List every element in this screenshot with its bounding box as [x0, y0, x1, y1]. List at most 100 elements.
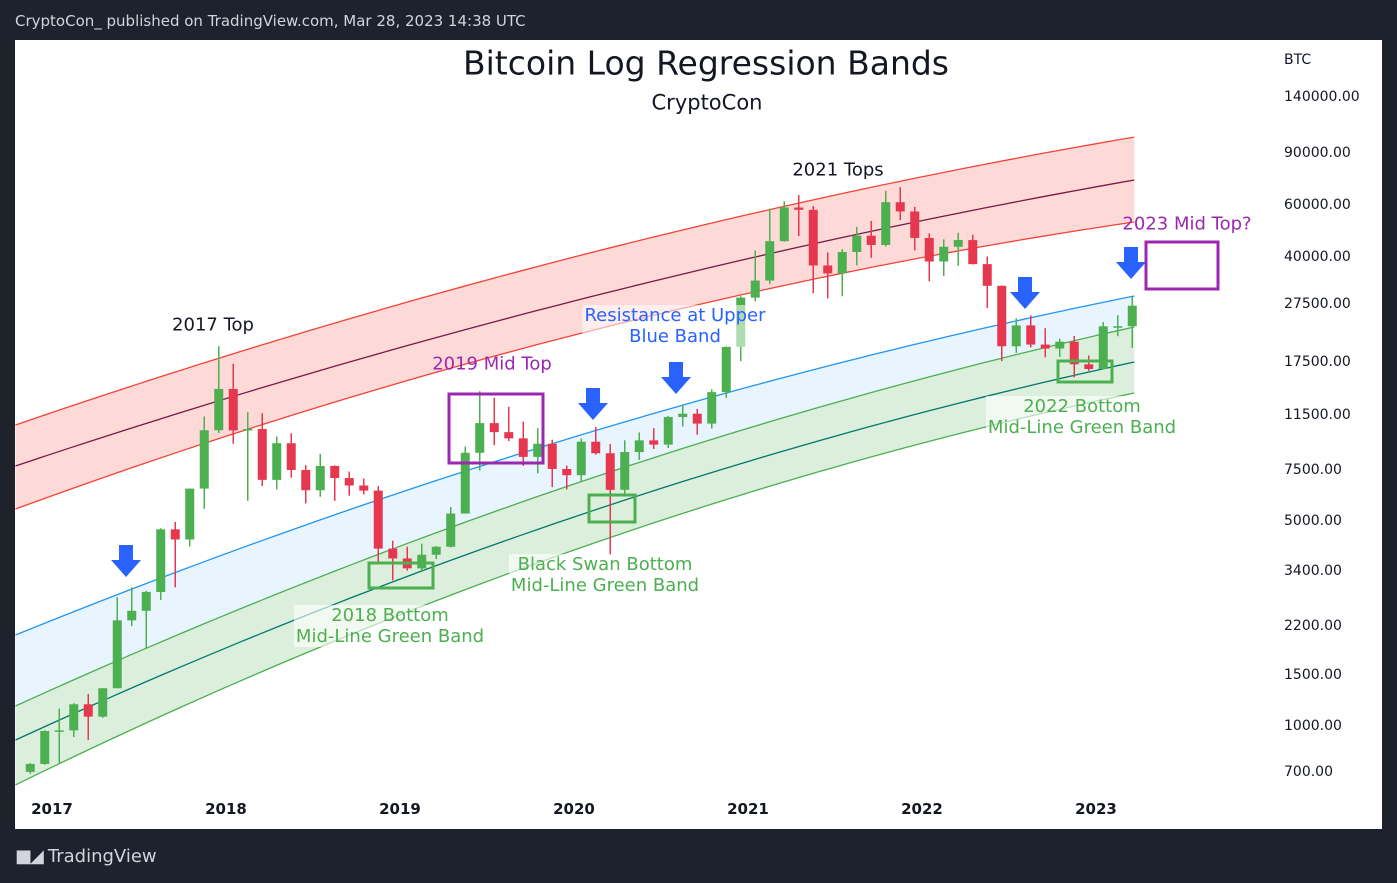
annotation-2022-bottom-line2: Mid-Line Green Band [987, 417, 1177, 438]
candle [83, 694, 93, 740]
candle-body [257, 429, 267, 480]
candle-body [199, 430, 209, 489]
blue-band-fill [15, 296, 1135, 707]
candle-body [562, 468, 572, 476]
candle-body [475, 423, 485, 453]
candle [359, 478, 369, 495]
candle-body [649, 440, 659, 445]
time-tick-label: 2023 [1075, 800, 1117, 818]
candle-body [939, 246, 949, 262]
price-tick-label: 27500.00 [1284, 296, 1351, 313]
footer: ■◢ TradingView [15, 846, 157, 867]
candle-body [301, 469, 311, 491]
candle-body [620, 452, 630, 490]
price-tick-label: 2200.00 [1284, 618, 1342, 635]
candle-body [170, 529, 180, 540]
down-arrow-icon [578, 388, 608, 420]
price-tick-label: 90000.00 [1284, 145, 1351, 162]
candle [475, 391, 485, 471]
tradingview-logo-icon: ■◢ [15, 846, 44, 867]
mid-red-line [15, 179, 1135, 467]
candle-body [504, 432, 514, 439]
candle-body [765, 241, 775, 281]
candle-body [315, 465, 325, 491]
annotation-resistance-line2: Blue Band [629, 326, 721, 347]
candle [895, 187, 905, 221]
candle-body [924, 237, 934, 262]
mid-green-line [15, 361, 1135, 741]
down-arrow-icon [661, 362, 691, 394]
candle [272, 436, 282, 490]
candle-body [127, 610, 137, 621]
candle [562, 465, 572, 490]
candle-body [576, 441, 586, 476]
down-arrow-icon [1010, 277, 1040, 309]
candle [968, 234, 978, 265]
candle [1084, 355, 1094, 371]
candle [69, 703, 79, 738]
candle [518, 421, 528, 466]
annotation-resistance-line1: Resistance at Upper [584, 305, 766, 326]
candle-body [54, 730, 64, 732]
candle [1011, 318, 1021, 353]
candle-body [141, 591, 151, 611]
candle [1069, 335, 1079, 378]
chart-subtitle: CryptoCon [651, 90, 763, 115]
candle-body [837, 252, 847, 274]
candle [707, 389, 717, 429]
candle-body [489, 423, 499, 433]
candle [533, 428, 543, 474]
candle [939, 239, 949, 277]
candle-body [1113, 326, 1123, 328]
candle-body [779, 207, 789, 242]
red-band-fill [15, 137, 1135, 510]
candle-body [881, 202, 891, 245]
green-band-fill [15, 327, 1135, 785]
price-tick-label: 140000.00 [1284, 89, 1360, 105]
chart-title: Bitcoin Log Regression Bands [463, 43, 949, 83]
candle [127, 587, 137, 627]
candle [982, 256, 992, 309]
annotation-2018-bottom: 2018 Bottom Mid-Line Green Band [293, 605, 487, 647]
candle-body [272, 443, 282, 480]
candle [54, 708, 64, 764]
candle-body [344, 478, 354, 486]
candle-body [1011, 325, 1021, 347]
candle [779, 201, 789, 242]
candle [185, 488, 195, 547]
candle-body [431, 546, 441, 555]
price-tick-label: 60000.00 [1284, 196, 1351, 213]
time-tick-label: 2017 [31, 800, 73, 818]
candle [156, 528, 166, 600]
candle-body [605, 453, 615, 490]
lower-green-line [15, 392, 1135, 786]
candle-body [373, 490, 383, 549]
candle [373, 486, 383, 564]
candle [881, 190, 891, 247]
candle-body [866, 235, 876, 245]
price-tick-label: 17500.00 [1284, 353, 1351, 370]
candle-body [25, 763, 35, 772]
candle-body [83, 704, 93, 717]
candle-body [634, 440, 644, 453]
candle [301, 465, 311, 504]
upper-green-line [15, 326, 1135, 707]
candle [141, 590, 151, 649]
footer-brand[interactable]: TradingView [47, 846, 157, 867]
candle-body [1026, 325, 1036, 345]
candle-body [707, 392, 717, 424]
candle-body [547, 443, 557, 469]
time-tick-label: 2018 [205, 800, 247, 818]
price-tick-label: 3400.00 [1284, 562, 1342, 579]
candle [460, 446, 470, 514]
candle-body [185, 488, 195, 540]
price-axis-currency: BTC [1284, 52, 1312, 68]
box-2018-bottom [367, 561, 435, 590]
candle-body [663, 417, 673, 445]
candle [591, 426, 601, 455]
candle-body [286, 443, 296, 470]
candle [547, 439, 557, 488]
upper-red-line [15, 136, 1135, 426]
price-tick-label: 5000.00 [1284, 513, 1342, 530]
